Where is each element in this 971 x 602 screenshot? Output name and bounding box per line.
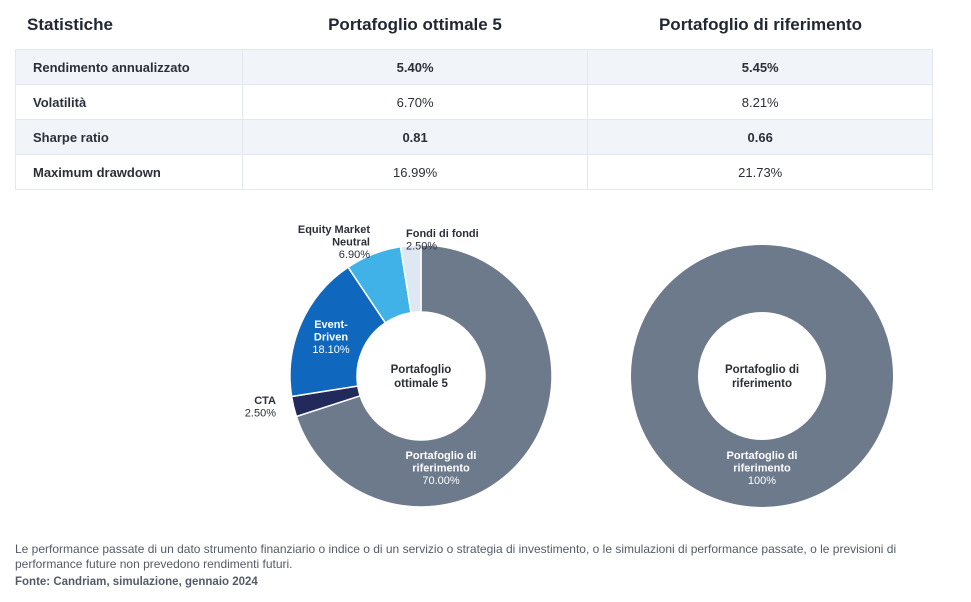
donut-slice <box>399 244 422 314</box>
slice-label: Portafoglio di riferimento 100% <box>727 450 798 487</box>
reference-value: 0.66 <box>587 119 933 155</box>
slice-label: Equity Market Neutral 6.90% <box>298 224 370 261</box>
donut-charts: Portafoglio ottimale 5 Portafoglio di rifer… <box>245 224 893 508</box>
column-header-optimal-portfolio: Portafoglio ottimale 5 <box>328 15 502 34</box>
stats-table-header: Statistiche Portafoglio ottimale 5 Porta… <box>15 12 933 38</box>
table-row: Sharpe ratio 0.81 0.66 <box>15 119 933 155</box>
column-header-statistics: Statistiche <box>27 15 113 34</box>
disclaimer-text: Le performance passate di un dato strume… <box>15 542 897 571</box>
reference-value: 21.73% <box>587 154 933 190</box>
reference-value: 8.21% <box>587 84 933 120</box>
donut-slice <box>289 266 387 398</box>
donut-slice <box>295 244 553 508</box>
table-row: Maximum drawdown 16.99% 21.73% <box>15 154 933 190</box>
slice-label: CTA 2.50% <box>245 395 276 420</box>
row-label: Rendimento annualizzato <box>15 49 243 85</box>
donut-slice <box>631 245 893 507</box>
optimal-value: 5.40% <box>241 49 589 85</box>
slice-label: Event-Driven 18.10% <box>312 319 350 356</box>
donut-center-label: Portafoglio di riferimento <box>725 364 799 390</box>
row-label: Maximum drawdown <box>15 154 243 190</box>
reference-value: 5.45% <box>587 49 933 85</box>
donut-center-label: Portafoglio ottimale 5 <box>391 364 452 390</box>
optimal-value: 6.70% <box>241 84 589 120</box>
row-label: Volatilità <box>15 84 243 120</box>
stats-table: Rendimento annualizzato 5.40% 5.45% Vola… <box>15 49 933 190</box>
column-header-reference-portfolio: Portafoglio di riferimento <box>658 15 863 34</box>
optimal-value: 16.99% <box>241 154 589 190</box>
table-row: Rendimento annualizzato 5.40% 5.45% <box>15 49 933 85</box>
slice-label: Fondi di fondi 2.50% <box>406 228 479 253</box>
row-label: Sharpe ratio <box>15 119 243 155</box>
table-row: Volatilità 6.70% 8.21% <box>15 84 933 120</box>
optimal-value: 0.81 <box>241 119 589 155</box>
source-text: Fonte: Candriam, simulazione, gennaio 20… <box>15 576 258 588</box>
slice-label: Portafoglio di riferimento 70.00% <box>406 450 477 487</box>
